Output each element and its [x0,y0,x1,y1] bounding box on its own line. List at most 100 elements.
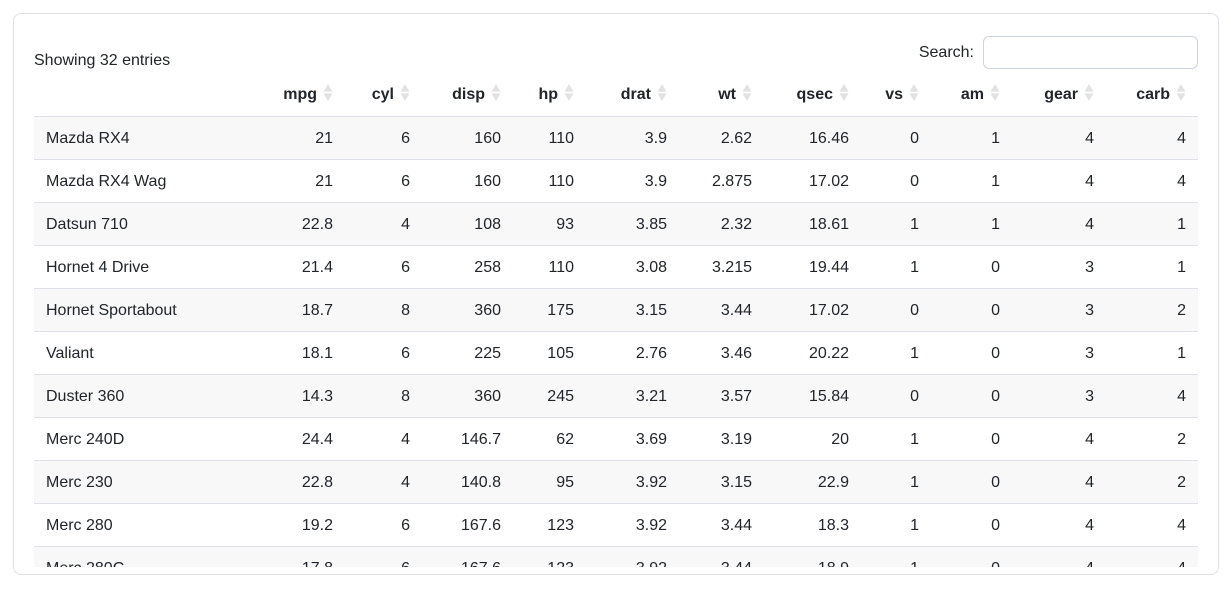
table-cell: 8 [401,387,410,405]
table-row: Merc 230 22.8 4 140.8 95 3.92 3.15 22.9 1 0 4 2 [34,460,1198,504]
table-cell: 19.2 [301,516,333,534]
table-cell: 3.92 [635,516,667,534]
table-cell: 1 [861,547,931,568]
table-cell: 24.4 [301,430,333,448]
table-cell: 3.08 [635,258,667,276]
column-header-qsec[interactable]: qsec [764,73,861,117]
table-cell: 6 [401,258,410,276]
table-cell: 17.8 [255,547,345,568]
column-header-wt[interactable]: wt [679,73,764,117]
table-cell: 3.44 [720,301,752,319]
table-cell: 20.22 [808,344,849,362]
table-cell: 3 [1085,387,1094,405]
table-cell: 3.215 [711,258,752,276]
table-row: Hornet 4 Drive 21.4 6 258 110 3.08 3.215 19.44 1… [34,246,1198,289]
table-cell: 4 [1177,129,1186,147]
table-cell: 4 [1177,387,1186,405]
table-cell: 4 [1085,516,1094,534]
table-cell: 0 [991,301,1000,319]
table-cell: 4 [1085,172,1094,190]
table-cell: 2.76 [635,344,667,362]
table-cell: 0 [991,516,1000,534]
row-name-cell: Merc 240D [46,430,125,448]
table-cell: 3 [1085,258,1094,276]
table-cell: 3.15 [635,301,667,319]
table-cell: 4 [401,430,410,448]
table-cell: 4 [1085,473,1094,491]
sort-up-down-icon [990,84,1000,101]
table-cell: 1 [910,215,919,233]
column-header-gear[interactable]: gear [1012,73,1106,117]
table-cell: 123 [547,516,574,534]
table-cell: 22.8 [301,215,333,233]
table-cell: 3.44 [720,516,752,534]
table-cell: 3.85 [635,215,667,233]
search-input[interactable] [983,36,1198,69]
table-cell: 0 [910,172,919,190]
table-cell: 3.92 [635,473,667,491]
table-cell: 4 [1085,430,1094,448]
table-cell: 1 [991,215,1000,233]
table-cell: 3.21 [635,387,667,405]
table-cell: 3.15 [720,473,752,491]
column-header-am[interactable]: am [931,73,1012,117]
table-cell: 17.02 [808,301,849,319]
sort-up-down-icon [564,84,574,101]
table-cell: 3.44 [679,547,764,568]
entries-count-label: Showing 32 entries [34,51,171,69]
table-cell: 140.8 [460,473,501,491]
column-header-mpg[interactable]: mpg [255,73,345,117]
row-name-cell: Valiant [46,344,94,362]
row-name-cell: Hornet 4 Drive [46,258,150,276]
table-cell: 0 [991,258,1000,276]
table-cell: 108 [474,215,501,233]
table-cell: 1 [910,516,919,534]
row-name-cell: Hornet Sportabout [46,301,177,319]
column-header-label: gear [1044,86,1078,103]
table-cell: 3.92 [586,547,679,568]
column-header-carb[interactable]: carb [1106,73,1198,117]
table-cell: 105 [547,344,574,362]
table-cell: 167.6 [422,547,513,568]
sort-up-down-icon [1084,84,1094,101]
table-cell: 4 [1085,129,1094,147]
table-cell: 3.9 [644,129,667,147]
row-name-cell: Datsun 710 [46,215,128,233]
row-name-cell: Mazda RX4 Wag [46,172,167,190]
data-table-card: Showing 32 entries Search: mpg cyl disp hp d… [13,13,1219,575]
column-header-cyl[interactable]: cyl [345,73,422,117]
table-cell: 17.02 [808,172,849,190]
table-cell: 1 [910,473,919,491]
sort-up-down-icon [491,84,501,101]
table-cell: 360 [474,301,501,319]
column-header-hp[interactable]: hp [513,73,586,117]
table-cell: 18.61 [808,215,849,233]
column-header-vs[interactable]: vs [861,73,931,117]
table-cell: 2.32 [720,215,752,233]
search-control: Search: [919,36,1198,69]
table-cell: 14.3 [301,387,333,405]
table-row: Valiant 18.1 6 225 105 2.76 3.46 20.22 1 0 3 1 [34,332,1198,375]
table-cell: 110 [548,172,574,190]
table-cell: 245 [547,387,574,405]
table-cell: 19.44 [808,258,849,276]
table-cell: 258 [474,258,501,276]
column-header-drat[interactable]: drat [586,73,679,117]
table-cell: 360 [474,387,501,405]
table-body: Mazda RX4 21 6 160 110 3.9 2.62 16.46 0 1 4 4 Mazda … [34,116,1198,568]
table-cell: 3 [1085,301,1094,319]
table-cell: 2 [1177,473,1186,491]
row-name-cell: Mazda RX4 [46,129,130,147]
table-row: Mazda RX4 Wag 21 6 160 110 3.9 2.875 17.02 0 1 4 4 [34,160,1198,203]
column-header-disp[interactable]: disp [422,73,513,117]
column-header-label: cyl [371,86,394,103]
table-cell: 95 [556,473,574,491]
search-label: Search: [918,43,974,61]
table-cell: 160 [474,129,501,147]
sort-up-down-icon [323,84,333,101]
column-header-label: disp [452,86,485,103]
column-header-label: mpg [283,86,317,103]
table-cell: 0 [910,301,919,319]
table-cell: 0 [991,344,1000,362]
table-row: Hornet Sportabout 18.7 8 360 175 3.15 3.44 17.0… [34,288,1198,332]
